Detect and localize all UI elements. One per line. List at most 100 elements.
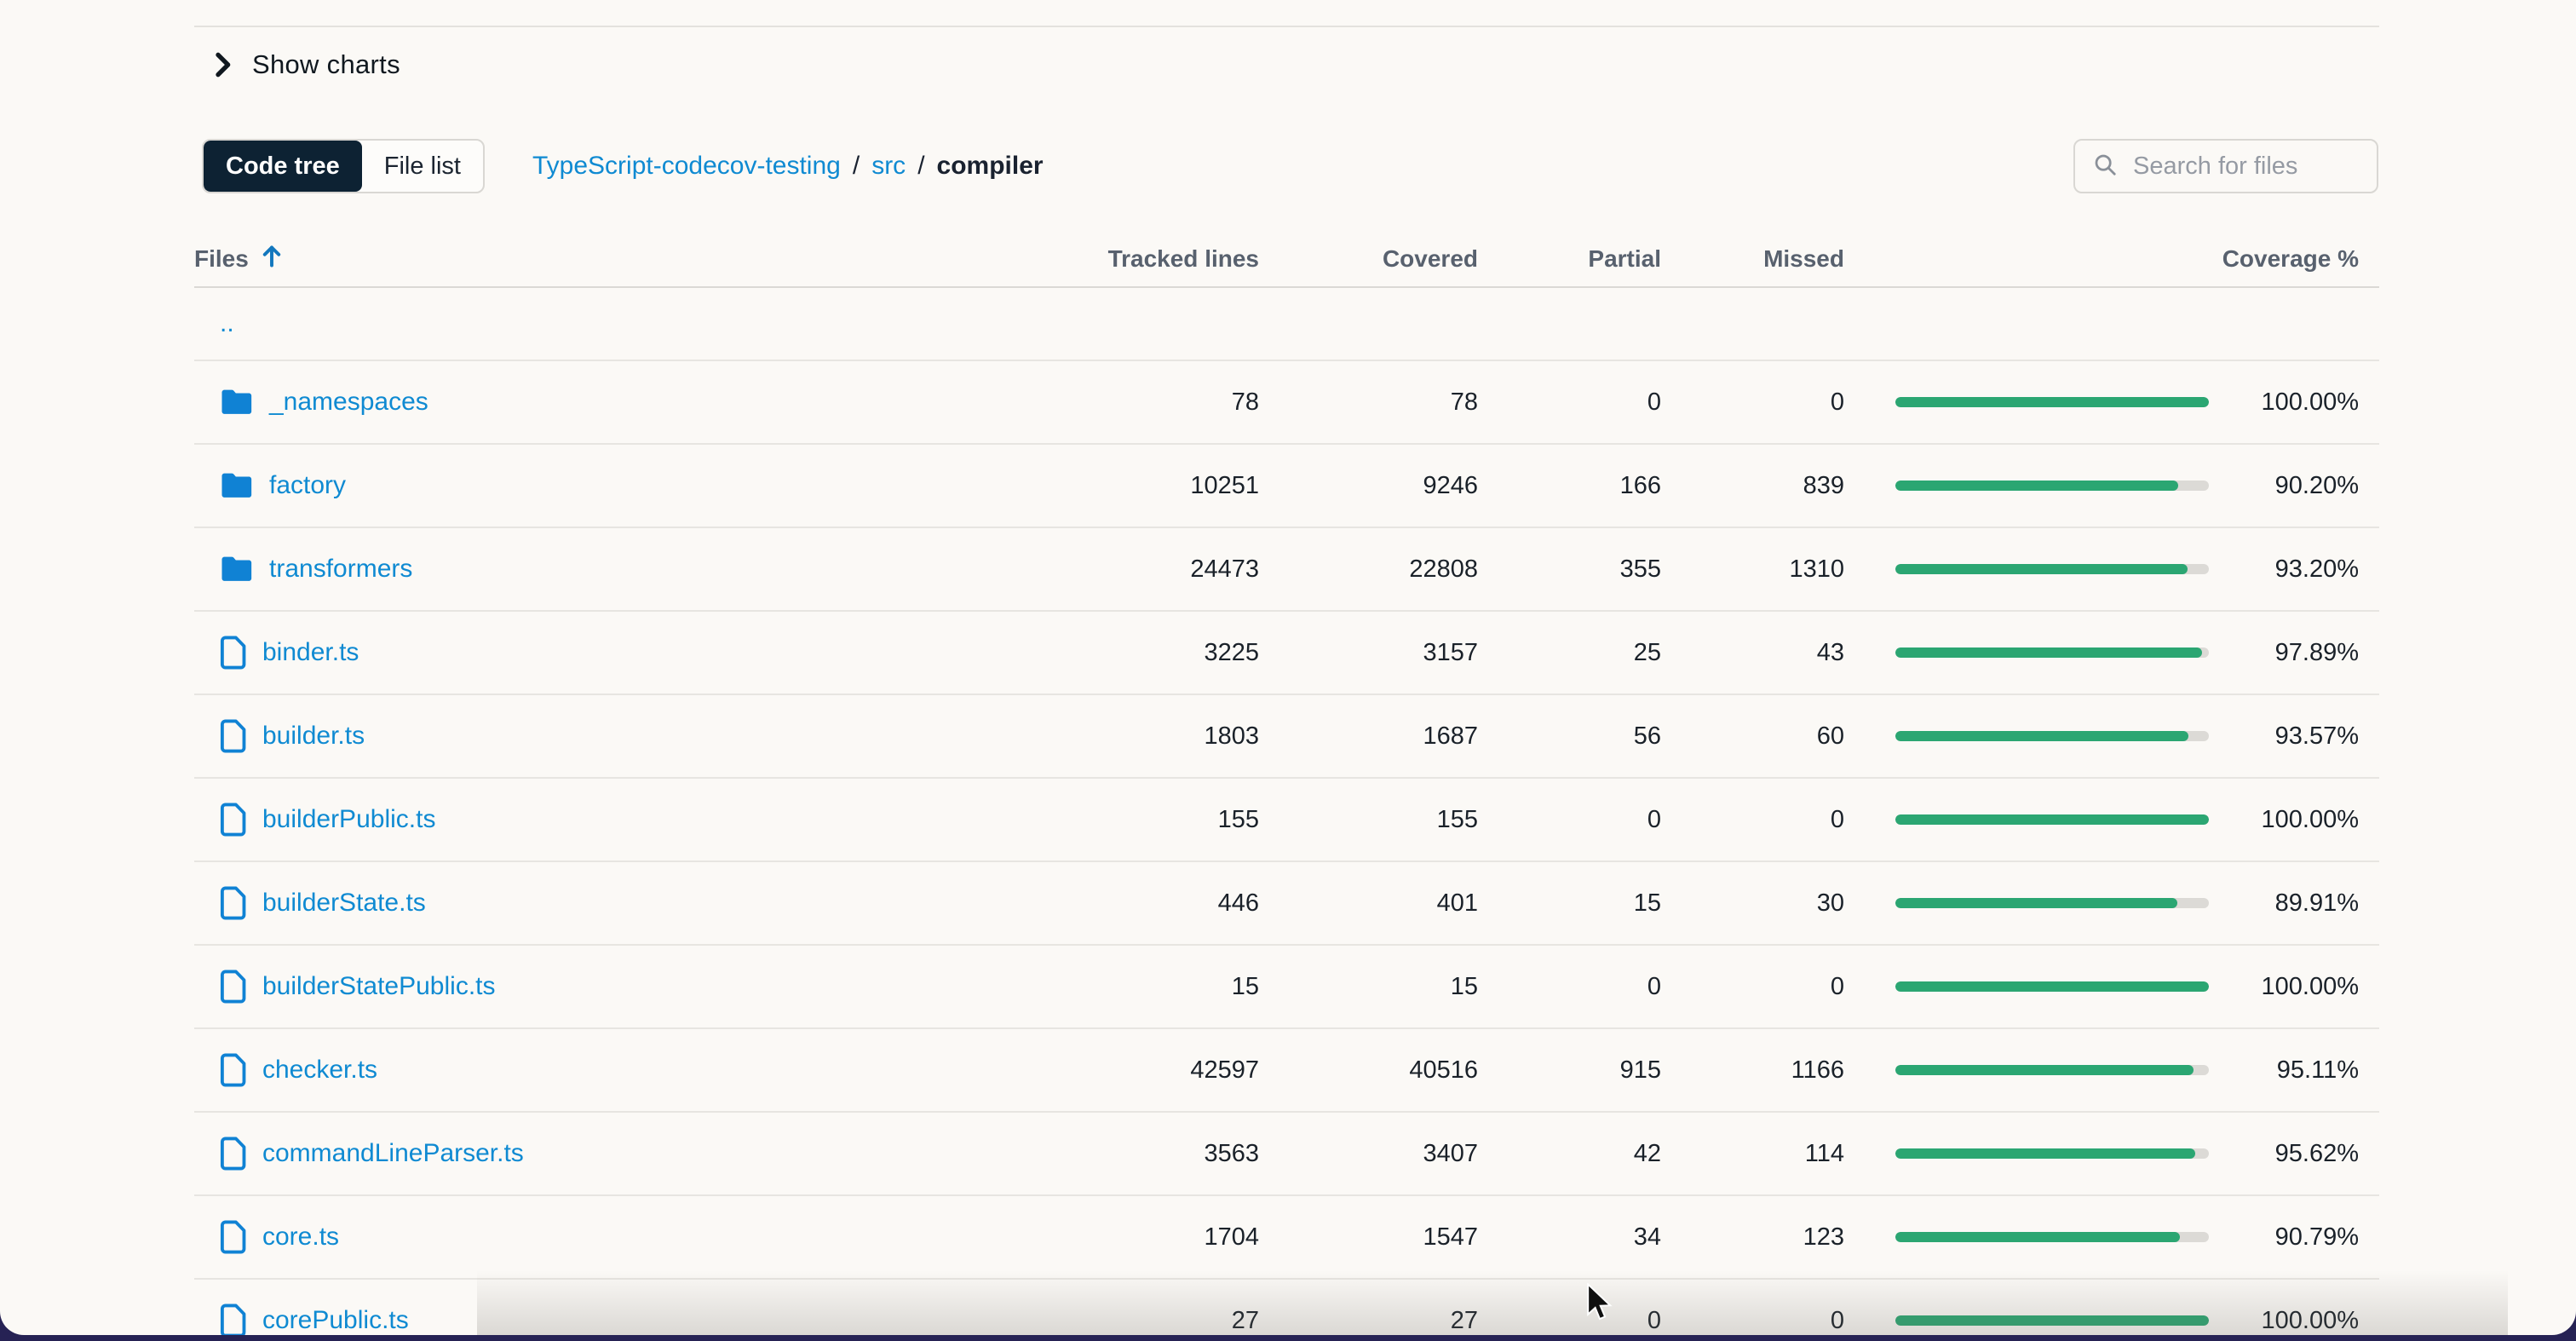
covered-value: 27 — [1259, 1307, 1478, 1335]
tracked-lines-value: 446 — [978, 889, 1259, 918]
missed-value: 0 — [1661, 973, 1844, 1001]
coverage-percent: 95.62% — [2209, 1140, 2379, 1168]
header-partial[interactable]: Partial — [1478, 245, 1661, 273]
table-row: binder.ts 3225 3157 25 43 97.89% — [194, 612, 2379, 695]
breadcrumb-repo-link[interactable]: TypeScript-codecov-testing — [532, 152, 841, 181]
missed-value: 60 — [1661, 722, 1844, 751]
covered-value: 15 — [1259, 973, 1478, 1001]
folder-icon — [220, 555, 254, 584]
file-link[interactable]: transformers — [269, 555, 412, 584]
partial-value: 42 — [1478, 1140, 1661, 1168]
tracked-lines-value: 155 — [978, 806, 1259, 834]
header-coverage-pct[interactable]: Coverage % — [2209, 245, 2379, 273]
tracked-lines-value: 27 — [978, 1307, 1259, 1335]
coverage-percent: 100.00% — [2209, 388, 2379, 417]
top-divider — [194, 26, 2379, 27]
coverage-bar — [1844, 1232, 2209, 1242]
file-link[interactable]: builderStatePublic.ts — [262, 972, 496, 1001]
file-search-box[interactable] — [2073, 139, 2378, 193]
file-link[interactable]: commandLineParser.ts — [262, 1139, 524, 1168]
coverage-bar — [1844, 1065, 2209, 1075]
table-row: builderStatePublic.ts 15 15 0 0 100.00% — [194, 946, 2379, 1029]
partial-value: 15 — [1478, 889, 1661, 918]
partial-value: 0 — [1478, 1307, 1661, 1335]
covered-value: 40516 — [1259, 1056, 1478, 1085]
table-row: builderPublic.ts 155 155 0 0 100.00% — [194, 779, 2379, 862]
file-link[interactable]: builderPublic.ts — [262, 805, 435, 834]
coverage-percent: 100.00% — [2209, 1307, 2379, 1335]
partial-value: 166 — [1478, 472, 1661, 500]
codecov-page: Show charts Code tree File list TypeScri… — [0, 0, 2576, 1335]
tab-code-tree[interactable]: Code tree — [204, 141, 362, 192]
file-link[interactable]: builder.ts — [262, 722, 365, 751]
coverage-percent: 90.20% — [2209, 472, 2379, 500]
covered-value: 22808 — [1259, 555, 1478, 584]
tracked-lines-value: 42597 — [978, 1056, 1259, 1085]
file-link[interactable]: factory — [269, 471, 346, 500]
table-row: _namespaces 78 78 0 0 100.00% — [194, 361, 2379, 445]
header-missed[interactable]: Missed — [1661, 245, 1844, 273]
table-row: corePublic.ts 27 27 0 0 100.00% — [194, 1280, 2379, 1335]
covered-value: 401 — [1259, 889, 1478, 918]
table-row: factory 10251 9246 166 839 90.20% — [194, 445, 2379, 528]
file-link[interactable]: core.ts — [262, 1223, 339, 1252]
file-icon — [220, 1304, 247, 1335]
coverage-percent: 89.91% — [2209, 889, 2379, 918]
file-link[interactable]: corePublic.ts — [262, 1306, 409, 1335]
chevron-right-icon — [211, 52, 233, 78]
file-icon — [220, 1137, 247, 1171]
partial-value: 0 — [1478, 973, 1661, 1001]
view-switcher: Code tree File list — [202, 139, 485, 193]
partial-value: 355 — [1478, 555, 1661, 584]
tracked-lines-value: 15 — [978, 973, 1259, 1001]
show-charts-toggle[interactable]: Show charts — [211, 49, 400, 80]
tracked-lines-value: 1803 — [978, 722, 1259, 751]
file-icon — [220, 970, 247, 1004]
partial-value: 56 — [1478, 722, 1661, 751]
tracked-lines-value: 3225 — [978, 639, 1259, 667]
parent-dir-link[interactable]: .. — [220, 309, 234, 338]
file-link[interactable]: checker.ts — [262, 1056, 377, 1085]
tracked-lines-value: 3563 — [978, 1140, 1259, 1168]
coverage-table: Files Tracked lines Covered Partial Miss… — [194, 232, 2379, 1335]
breadcrumb: TypeScript-codecov-testing / src / compi… — [532, 152, 1044, 181]
coverage-bar — [1844, 898, 2209, 908]
toolbar: Code tree File list TypeScript-codecov-t… — [202, 139, 2378, 193]
covered-value: 3407 — [1259, 1140, 1478, 1168]
missed-value: 0 — [1661, 1307, 1844, 1335]
breadcrumb-src-link[interactable]: src — [871, 152, 906, 181]
coverage-percent: 97.89% — [2209, 639, 2379, 667]
header-tracked-lines[interactable]: Tracked lines — [978, 245, 1259, 273]
missed-value: 0 — [1661, 806, 1844, 834]
coverage-bar — [1844, 1148, 2209, 1159]
tab-file-list[interactable]: File list — [362, 141, 483, 192]
header-files[interactable]: Files — [194, 244, 978, 275]
tracked-lines-value: 10251 — [978, 472, 1259, 500]
file-icon — [220, 803, 247, 837]
breadcrumb-current: compiler — [937, 152, 1044, 181]
covered-value: 9246 — [1259, 472, 1478, 500]
table-row: commandLineParser.ts 3563 3407 42 114 95… — [194, 1113, 2379, 1196]
partial-value: 34 — [1478, 1223, 1661, 1252]
file-icon — [220, 719, 247, 753]
folder-icon — [220, 471, 254, 500]
coverage-percent: 100.00% — [2209, 973, 2379, 1001]
file-link[interactable]: builderState.ts — [262, 889, 426, 918]
table-row: builder.ts 1803 1687 56 60 93.57% — [194, 695, 2379, 779]
partial-value: 25 — [1478, 639, 1661, 667]
coverage-percent: 95.11% — [2209, 1056, 2379, 1085]
search-input[interactable] — [2131, 152, 2360, 181]
covered-value: 3157 — [1259, 639, 1478, 667]
show-charts-label: Show charts — [252, 49, 400, 80]
file-link[interactable]: _namespaces — [269, 388, 428, 417]
missed-value: 1310 — [1661, 555, 1844, 584]
coverage-percent: 93.20% — [2209, 555, 2379, 584]
file-link[interactable]: binder.ts — [262, 638, 359, 667]
header-covered[interactable]: Covered — [1259, 245, 1478, 273]
covered-value: 1547 — [1259, 1223, 1478, 1252]
table-row: transformers 24473 22808 355 1310 93.20% — [194, 528, 2379, 612]
table-row: builderState.ts 446 401 15 30 89.91% — [194, 862, 2379, 946]
table-row: core.ts 1704 1547 34 123 90.79% — [194, 1196, 2379, 1280]
parent-dir-row: .. — [194, 288, 2379, 361]
coverage-bar — [1844, 1315, 2209, 1326]
